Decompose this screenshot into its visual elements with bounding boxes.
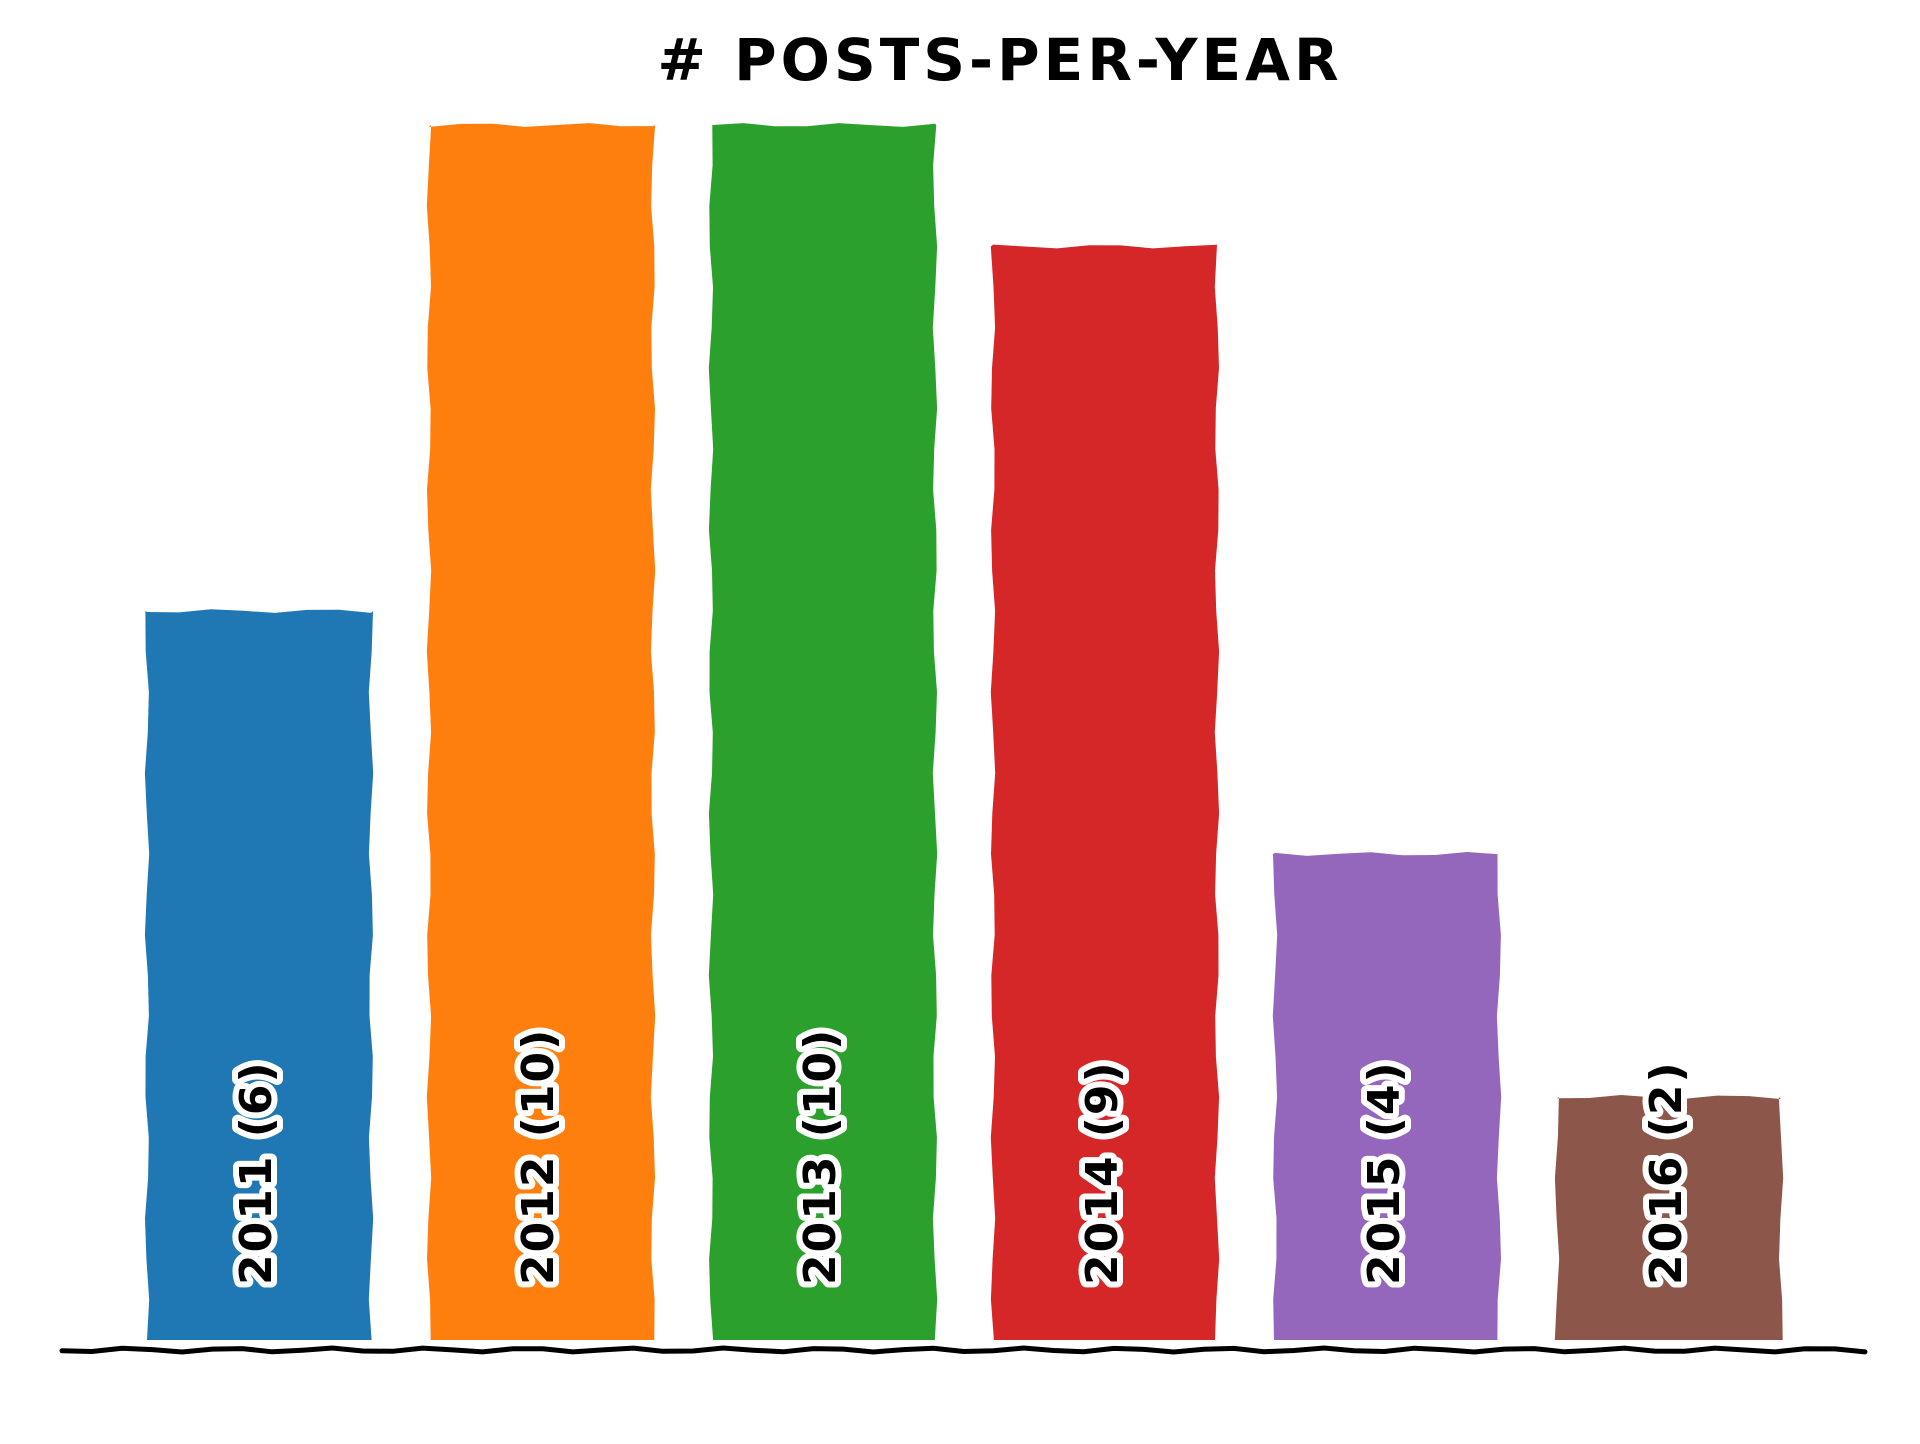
bar-labels: 2011 (6)2011 (6) 2012 (10)2012 (10) 2013 (…: [225, 1022, 1698, 1291]
bar-label-halo: 2012 (10): [513, 1028, 564, 1285]
bar-label: 2012 (10): [513, 1028, 564, 1285]
bar-label-halo: 2011 (6): [231, 1060, 282, 1285]
bar-label: 2016 (2): [1641, 1060, 1692, 1285]
bar-label-halo: 2014 (9): [1077, 1060, 1128, 1285]
bars: [144, 123, 1784, 1341]
bar-2014: [990, 244, 1220, 1341]
bar-label-halo: 2016 (2): [1641, 1060, 1692, 1285]
chart-title: # POSTS-PER-YEAR: [657, 26, 1342, 94]
bar-label: 2015 (4): [1359, 1060, 1410, 1285]
bar-label-halo: 2015 (4): [1359, 1060, 1410, 1285]
x-axis-line: [59, 1345, 1868, 1355]
bar-2015: [1272, 852, 1502, 1340]
bar-2012: [426, 123, 656, 1341]
bar-label: 2014 (9): [1077, 1060, 1128, 1285]
bar-label: 2011 (6): [231, 1060, 282, 1285]
bar-label-halo: 2013 (10): [795, 1028, 846, 1285]
bar-2013: [708, 123, 938, 1341]
bar-2011: [144, 609, 374, 1340]
bar-2016: [1554, 1095, 1784, 1340]
bar-label: 2013 (10): [795, 1028, 846, 1285]
